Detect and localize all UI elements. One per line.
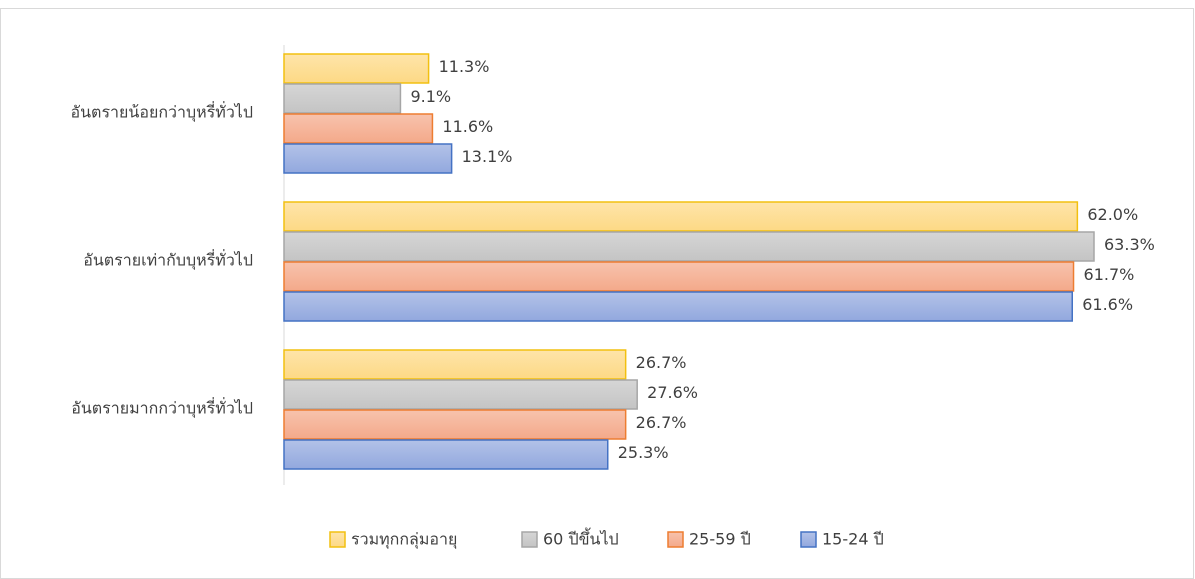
legend-label: 60 ปีขึ้นไป <box>543 528 619 549</box>
bar <box>283 231 1095 262</box>
bar <box>283 83 402 114</box>
bar <box>283 53 430 84</box>
value-label: 61.6% <box>1082 295 1133 314</box>
legend-swatch <box>329 531 346 548</box>
value-label: 13.1% <box>462 147 513 166</box>
category-label: อันตรายมากกว่าบุหรี่ทั่วไป <box>71 397 253 419</box>
value-label: 26.7% <box>636 413 687 432</box>
bar <box>283 291 1073 322</box>
value-label: 61.7% <box>1084 265 1135 284</box>
value-label: 11.6% <box>442 117 493 136</box>
bar <box>283 143 453 174</box>
bar <box>283 113 434 144</box>
legend-label: 15-24 ปี <box>822 530 884 549</box>
bar <box>283 379 638 410</box>
bar <box>283 409 627 440</box>
value-label: 27.6% <box>647 383 698 402</box>
value-label: 26.7% <box>636 353 687 372</box>
category-label: อันตรายน้อยกว่าบุหรี่ทั่วไป <box>71 101 254 123</box>
value-label: 11.3% <box>439 57 490 76</box>
value-label: 25.3% <box>618 443 669 462</box>
bar <box>283 201 1079 232</box>
value-label: 63.3% <box>1104 235 1155 254</box>
bar <box>283 261 1075 292</box>
legend-label: รวมทุกกลุ่มอายุ <box>351 530 457 550</box>
category-label: อันตรายเท่ากับบุหรี่ทั่วไป <box>83 249 253 271</box>
bar <box>283 439 609 470</box>
value-label: 62.0% <box>1087 205 1138 224</box>
legend-label: 25-59 ปี <box>689 530 751 549</box>
value-label: 9.1% <box>410 87 451 106</box>
legend-swatch <box>667 531 684 548</box>
legend-swatch <box>800 531 817 548</box>
bar <box>283 349 627 380</box>
legend-swatch <box>521 531 538 548</box>
